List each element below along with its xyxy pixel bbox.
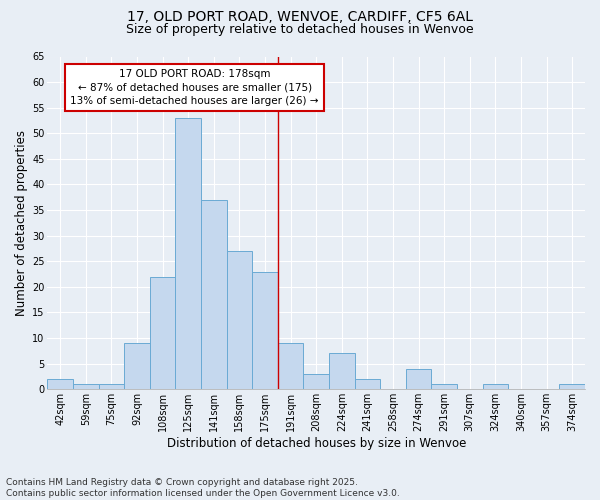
Y-axis label: Number of detached properties: Number of detached properties [15,130,28,316]
Text: 17 OLD PORT ROAD: 178sqm
← 87% of detached houses are smaller (175)
13% of semi-: 17 OLD PORT ROAD: 178sqm ← 87% of detach… [70,70,319,106]
Bar [482,384,508,390]
Bar [124,343,150,390]
Bar [559,384,585,390]
Bar [252,272,278,390]
Text: 17, OLD PORT ROAD, WENVOE, CARDIFF, CF5 6AL: 17, OLD PORT ROAD, WENVOE, CARDIFF, CF5 … [127,10,473,24]
Bar [201,200,227,390]
Bar [47,379,73,390]
X-axis label: Distribution of detached houses by size in Wenvoe: Distribution of detached houses by size … [167,437,466,450]
Bar [98,384,124,390]
Bar [150,276,175,390]
Bar [304,374,329,390]
Bar [175,118,201,390]
Text: Size of property relative to detached houses in Wenvoe: Size of property relative to detached ho… [126,22,474,36]
Bar [227,251,252,390]
Bar [431,384,457,390]
Bar [278,343,304,390]
Bar [406,369,431,390]
Bar [329,354,355,390]
Text: Contains HM Land Registry data © Crown copyright and database right 2025.
Contai: Contains HM Land Registry data © Crown c… [6,478,400,498]
Bar [73,384,98,390]
Bar [355,379,380,390]
